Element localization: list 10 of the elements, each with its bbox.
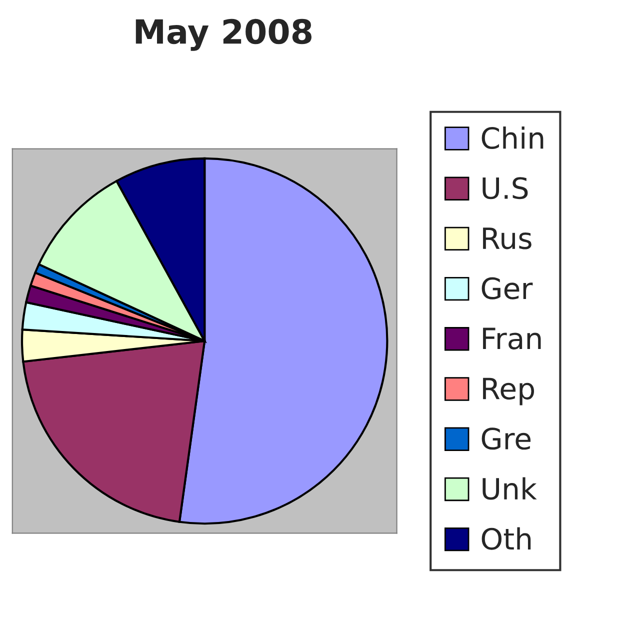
- legend-label: Rep: [483, 378, 534, 406]
- legend-label: Gre: [482, 428, 531, 450]
- legend-label: Fran: [483, 328, 541, 350]
- legend-label: Rus: [483, 228, 532, 250]
- legend-label: Ger: [482, 277, 533, 300]
- legend-label: Unk: [482, 477, 537, 500]
- legend-label: U.S: [482, 177, 528, 200]
- chart-title: May 2008: [136, 18, 312, 51]
- legend-label: Oth: [482, 527, 531, 550]
- legend-label: Chin: [482, 126, 544, 150]
